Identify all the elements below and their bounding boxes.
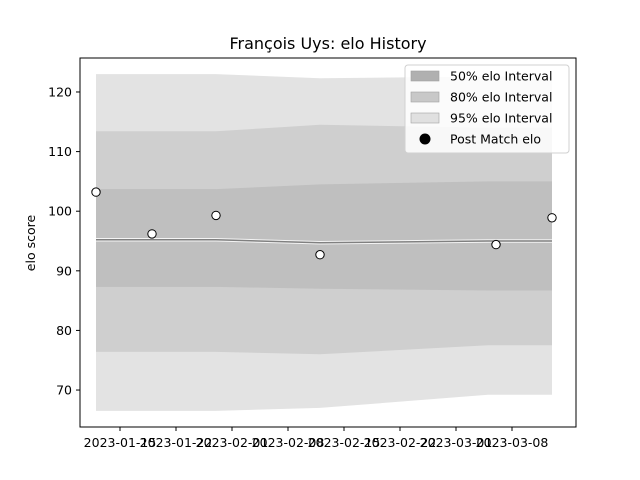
post-match-point [91,187,101,197]
legend-swatch [410,112,440,124]
legend-swatch [410,70,440,82]
y-tick-label: 120 [48,84,72,99]
post-match-point [547,213,557,223]
x-tick-label: 2023-02-01 [196,435,269,450]
x-tick-label: 2023-02-08 [252,435,325,450]
legend-label: Post Match elo [450,132,541,147]
x-tick-label: 2023-02-22 [364,435,437,450]
interval-band-3 [96,181,552,291]
legend-label: 95% elo Interval [450,111,552,126]
post-match-point [491,239,501,250]
y-tick-label: 90 [56,263,72,278]
y-tick-label: 110 [48,144,72,159]
legend-box [404,64,570,154]
axes: 7080901001101202023-01-152023-01-222023-… [48,57,577,450]
chart-title: François Uys: elo History [229,34,426,53]
x-tick-label: 2023-01-15 [84,435,157,450]
y-tick-label: 100 [48,204,72,219]
x-tick-label: 2023-02-15 [308,435,381,450]
post-match-point [147,229,157,239]
legend-label: 50% elo Interval [450,69,552,84]
legend-label: 80% elo Interval [450,90,552,105]
x-tick-label: 2023-01-22 [140,435,213,450]
plot-frame [79,57,577,428]
plot-area [91,74,557,411]
x-tick-label: 2023-03-08 [476,435,549,450]
legend: 50% elo Interval 80% elo Interval 95% elo … [404,64,570,154]
post-match-point [315,250,325,260]
x-tick-label: 2023-03-01 [420,435,493,450]
post-match-point [211,210,221,221]
legend-marker [419,133,431,145]
y-tick-label: 70 [56,383,72,398]
y-axis-label: elo score [23,215,38,272]
legend-swatch [410,91,440,103]
y-tick-label: 80 [56,323,72,338]
